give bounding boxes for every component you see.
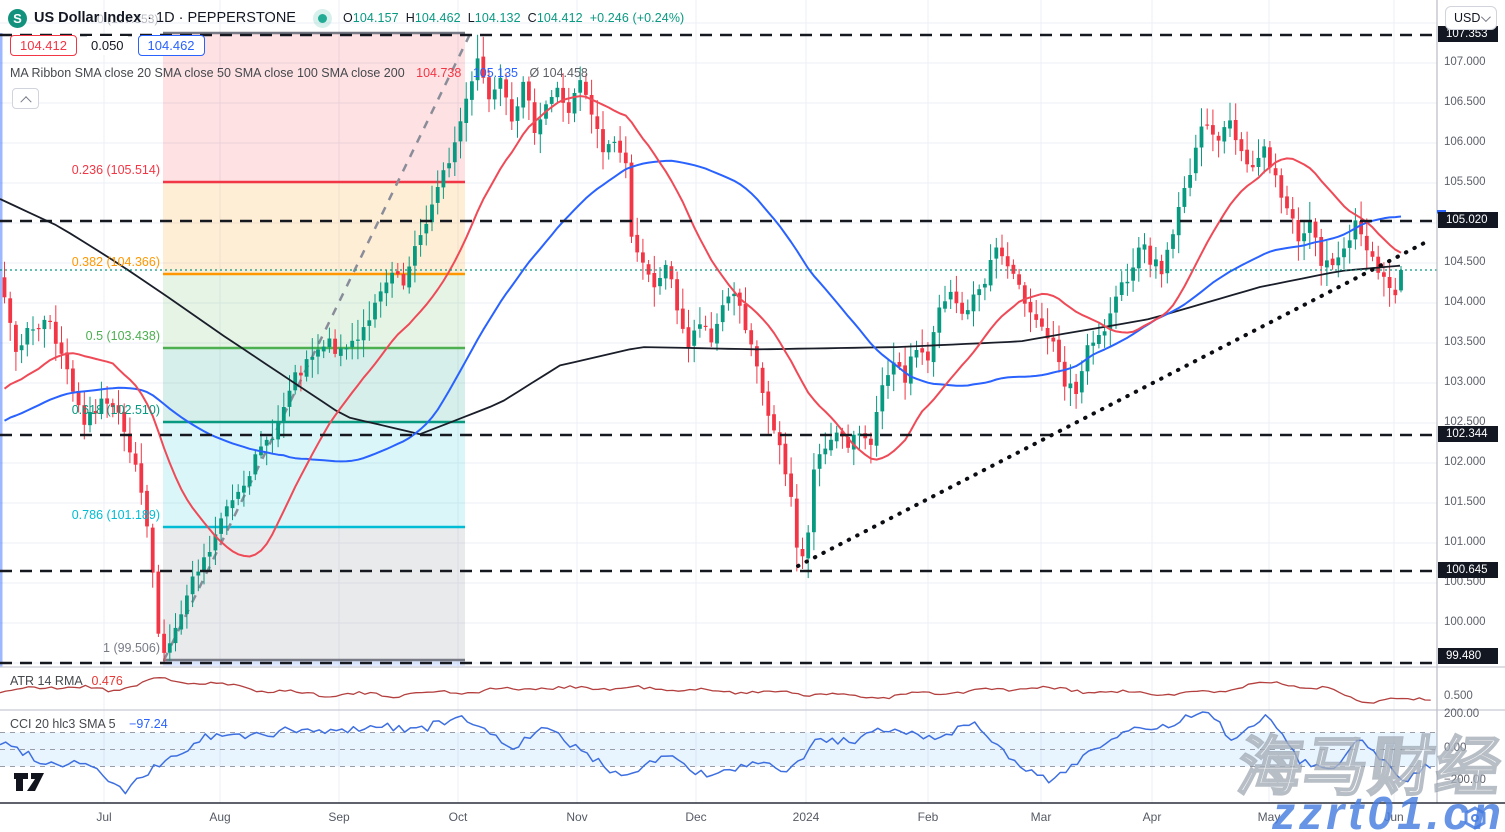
cci-label: CCI 20 hlc3 SMA 5	[10, 717, 116, 731]
low-value: 104.132	[474, 11, 521, 25]
ma-ribbon-label: MA Ribbon SMA close 20 SMA close 50 SMA …	[10, 66, 405, 80]
price-tick: 104.000	[1444, 296, 1486, 308]
atr-label: ATR 14 RMA	[10, 674, 83, 688]
price-tick: 102.500	[1444, 416, 1486, 428]
price-tick: 106.000	[1444, 136, 1486, 148]
close-label: C	[527, 11, 537, 25]
price-tick: 102.000	[1444, 456, 1486, 468]
ohlc-readout: O104.157 H104.462 L104.132 C104.412 +0.246 (…	[343, 11, 691, 25]
collapse-legend-button[interactable]	[12, 88, 39, 109]
low-label: L	[467, 11, 475, 25]
time-axis-label[interactable]: Aug	[209, 810, 231, 824]
price-level-tag: 99.480	[1438, 648, 1498, 664]
close-value: 104.412	[536, 11, 583, 25]
time-axis-label[interactable]: Oct	[448, 810, 468, 824]
price-level-tag: 102.344	[1438, 426, 1498, 442]
fib-level-label: 0.786 (101.189)	[71, 508, 160, 522]
symbol-title[interactable]: US Dollar Index	[34, 10, 142, 26]
cci-tick: −200.00	[1444, 774, 1486, 786]
price-tick: 101.000	[1444, 536, 1486, 548]
time-axis-label[interactable]: Jun	[1384, 810, 1404, 824]
fib-zero-label: 0 (107.353)	[97, 12, 159, 26]
symbol-logo-icon: S	[8, 8, 27, 28]
position-tool-labels[interactable]: 104.412 0.050 104.462	[10, 35, 205, 56]
atr-legend[interactable]: ATR 14 RMA 0.476	[10, 674, 123, 688]
time-axis-label[interactable]: Sep	[328, 810, 350, 824]
atr-value: 0.476	[91, 674, 123, 688]
price-tick: 101.500	[1444, 496, 1486, 508]
chevron-up-icon	[19, 95, 32, 107]
cci-legend[interactable]: CCI 20 hlc3 SMA 5 −97.24	[10, 717, 168, 731]
change-value: +0.246 (+0.24%)	[589, 11, 685, 25]
time-axis-label[interactable]: Mar	[1030, 810, 1052, 824]
cci-value: −97.24	[129, 717, 168, 731]
stop-price-box[interactable]: 104.412	[10, 35, 77, 56]
fib-level-label: 1 (99.506)	[103, 641, 160, 655]
gear-icon	[1464, 806, 1486, 830]
sma50-value: 105.135	[472, 66, 518, 80]
price-tick: 103.500	[1444, 336, 1486, 348]
fib-level-label: 0.618 (102.510)	[71, 403, 160, 417]
time-axis-label[interactable]: Dec	[685, 810, 707, 824]
cci-tick: 200.00	[1444, 708, 1480, 720]
symbol-legend[interactable]: S US Dollar Index · 1D · PEPPERSTONE O10…	[8, 7, 691, 29]
high-label: H	[405, 11, 415, 25]
time-axis-label[interactable]: May	[1257, 810, 1281, 824]
price-level-tag: 105.020	[1438, 212, 1498, 228]
symbol-subtitle[interactable]: · 1D · PEPPERSTONE	[147, 10, 296, 26]
time-axis-label[interactable]: Feb	[917, 810, 939, 824]
high-value: 104.462	[414, 11, 461, 25]
ma-average-value: Ø 104.458	[529, 66, 588, 80]
fib-level-label: 0.382 (104.366)	[71, 255, 160, 269]
site-watermark: zzrt01.cn	[1272, 787, 1505, 832]
time-axis-label[interactable]: Nov	[566, 810, 588, 824]
price-tick: 103.000	[1444, 376, 1486, 388]
time-axis-label[interactable]: Apr	[1142, 810, 1162, 824]
price-tick: 100.000	[1444, 616, 1486, 628]
open-label: O	[342, 11, 353, 25]
price-tick: 106.500	[1444, 96, 1486, 108]
price-tick: 105.500	[1444, 176, 1486, 188]
fib-level-label: 0.5 (103.438)	[85, 329, 160, 343]
price-tick: 100.500	[1444, 576, 1486, 588]
atr-tick: 0.500	[1444, 690, 1473, 702]
price-level-tag: 100.645	[1438, 562, 1498, 578]
price-level-tag: 107.353	[1438, 26, 1498, 42]
chevron-down-icon	[1480, 11, 1491, 22]
entry-price-box[interactable]: 104.462	[137, 35, 205, 56]
market-open-dot-icon	[317, 13, 327, 23]
price-tick: 104.500	[1444, 256, 1486, 268]
currency-dropdown[interactable]: USD	[1445, 6, 1497, 30]
ma-ribbon-legend[interactable]: MA Ribbon SMA close 20 SMA close 50 SMA …	[10, 66, 588, 80]
price-distance-label: 0.050	[87, 36, 128, 55]
tradingview-logo-icon	[14, 773, 44, 791]
fib-level-label: 0.236 (105.514)	[71, 163, 160, 177]
open-value: 104.157	[352, 11, 399, 25]
price-tick: 107.000	[1444, 56, 1486, 68]
currency-label: USD	[1454, 11, 1481, 25]
time-axis-label[interactable]: 2024	[792, 810, 820, 824]
cci-tick: 0.00	[1444, 742, 1467, 754]
sma20-value: 104.738	[416, 66, 462, 80]
time-axis-label[interactable]: Jul	[96, 810, 112, 824]
